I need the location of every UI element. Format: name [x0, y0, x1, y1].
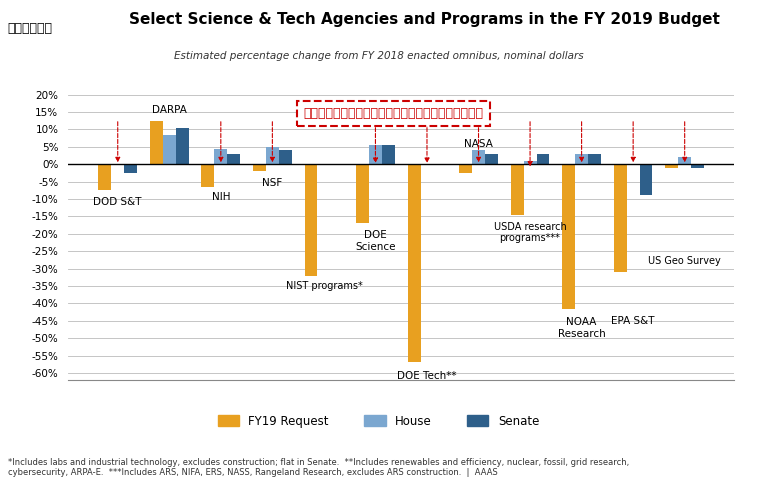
Bar	[356, 164, 369, 224]
Bar	[369, 145, 382, 164]
Bar	[163, 134, 176, 164]
Bar	[124, 164, 137, 173]
Text: US Geo Survey: US Geo Survey	[648, 256, 721, 266]
Bar	[691, 164, 704, 168]
Legend: FY19 Request, House, Senate: FY19 Request, House, Senate	[213, 410, 544, 432]
Bar	[485, 154, 498, 164]
Bar	[614, 164, 627, 272]
Text: NSF: NSF	[262, 178, 282, 188]
Bar	[150, 121, 163, 164]
Bar	[678, 157, 691, 164]
Bar	[511, 164, 524, 215]
Bar	[537, 154, 550, 164]
Bar	[575, 154, 588, 164]
Bar	[640, 164, 653, 195]
Bar	[227, 154, 240, 164]
Bar	[588, 154, 601, 164]
Text: DARPA: DARPA	[152, 106, 187, 115]
Bar	[408, 164, 421, 362]
Text: DOE
Science: DOE Science	[355, 230, 396, 252]
Bar	[665, 164, 678, 168]
Text: *Includes labs and industrial technology, excludes construction; flat in Senate.: *Includes labs and industrial technology…	[8, 458, 629, 477]
Text: DOE Tech**: DOE Tech**	[397, 371, 456, 381]
Text: EPA S&T: EPA S&T	[612, 316, 655, 325]
Bar	[253, 164, 266, 171]
Bar	[176, 128, 188, 164]
Bar	[562, 164, 575, 309]
Text: （対前年比）: （対前年比）	[8, 22, 52, 35]
Bar	[524, 161, 537, 164]
Text: NASA: NASA	[464, 138, 493, 149]
Text: DOD S&T: DOD S&T	[93, 197, 142, 207]
Text: 下院・上院の議会審議を経る中で全般に予算増・維持: 下院・上院の議会審議を経る中で全般に予算増・維持	[304, 107, 483, 120]
Bar	[382, 145, 394, 164]
Bar	[459, 164, 472, 173]
Text: Select Science & Tech Agencies and Programs in the FY 2019 Budget: Select Science & Tech Agencies and Progr…	[129, 12, 720, 27]
Bar	[201, 164, 214, 187]
Text: NOAA
Research: NOAA Research	[558, 317, 606, 339]
Text: USDA research
programs***: USDA research programs***	[494, 222, 566, 243]
Bar	[214, 149, 227, 164]
Bar	[279, 150, 291, 164]
Bar	[98, 164, 111, 190]
Text: NIST programs*: NIST programs*	[285, 281, 363, 291]
Bar	[304, 164, 317, 276]
Text: Estimated percentage change from FY 2018 enacted omnibus, nominal dollars: Estimated percentage change from FY 2018…	[173, 51, 584, 61]
Bar	[472, 150, 485, 164]
Bar	[266, 147, 279, 164]
Text: NIH: NIH	[211, 192, 230, 202]
